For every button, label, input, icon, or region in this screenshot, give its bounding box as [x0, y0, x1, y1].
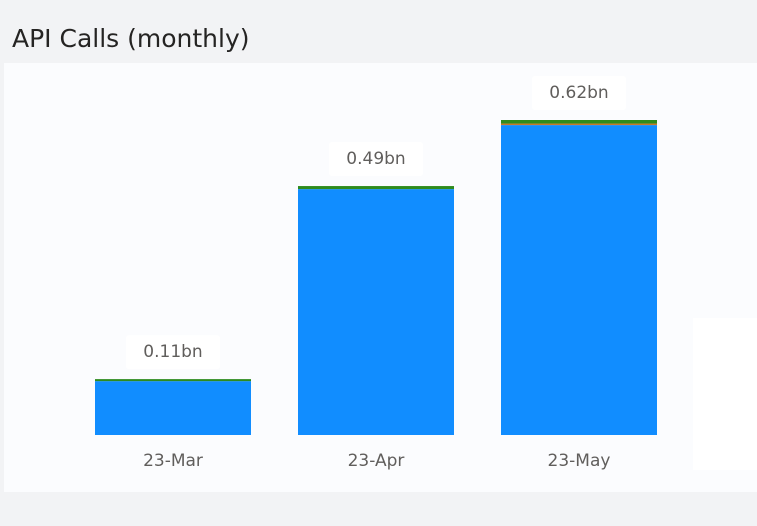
x-tick-label: 23-May: [548, 451, 611, 471]
bar-segment: [298, 186, 454, 190]
side-panel: [693, 318, 757, 470]
data-label: 0.11bn: [143, 342, 202, 362]
chart-title: API Calls (monthly): [12, 24, 250, 53]
data-label-box: [126, 335, 220, 370]
x-tick-label: 23-Mar: [143, 451, 203, 471]
bar-segment: [501, 123, 657, 126]
bar-segment: [298, 189, 454, 435]
bar-segment: [95, 379, 251, 382]
data-label-box: [532, 76, 626, 110]
data-label: 0.62bn: [549, 83, 608, 103]
data-label: 0.49bn: [346, 149, 405, 169]
x-tick-label: 23-Apr: [348, 451, 405, 471]
data-label-box: [329, 142, 423, 177]
bar-segment: [95, 381, 251, 435]
bar-segment: [501, 125, 657, 436]
bar-segment: [501, 120, 657, 124]
